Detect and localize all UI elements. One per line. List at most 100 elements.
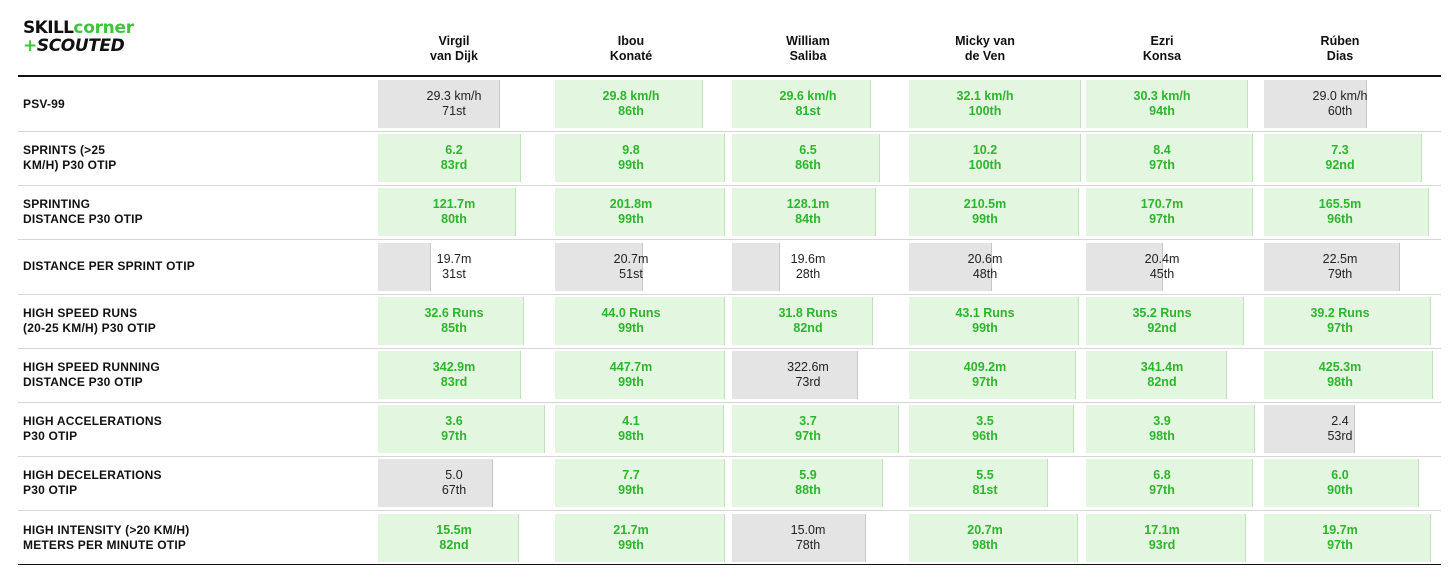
metric-value: 15.0m	[790, 522, 826, 537]
percentile-rank: 99th	[618, 537, 644, 552]
percentile-bar	[378, 296, 525, 345]
metric-cell: 3.5 96th	[909, 405, 1081, 454]
percentile-rank: 97th	[972, 375, 998, 389]
metric-value: 3.5	[976, 414, 994, 429]
metric-cell-text: 32.1 km/h 100th	[909, 80, 1061, 128]
percentile-rank: 28th	[795, 266, 821, 281]
metric-value: 447.7m	[609, 360, 653, 374]
player-first-name: Rúben	[1320, 34, 1360, 48]
metric-cell: 30.3 km/h 94th	[1086, 80, 1258, 128]
percentile-rank: 88th	[795, 483, 821, 498]
metric-cell: 43.1 Runs 99th	[909, 296, 1081, 345]
metric-cell-text: 29.0 km/h 60th	[1264, 80, 1416, 128]
row-divider	[18, 185, 1441, 187]
metric-cell: 19.6m 28th	[732, 242, 904, 291]
percentile-rank: 71st	[442, 104, 466, 118]
metric-value: 19.7m	[1322, 522, 1358, 537]
metric-value: 3.9	[1153, 414, 1171, 429]
metric-cell-text: 128.1m 84th	[732, 188, 884, 236]
metric-cell: 165.5m 96th	[1264, 188, 1436, 237]
logo-corner-text: corner	[73, 18, 134, 38]
percentile-bar	[909, 405, 1075, 454]
percentile-bar	[1264, 405, 1356, 454]
metric-cell: 22.5m 79th	[1264, 242, 1436, 291]
metric-cell: 21.7m 99th	[555, 513, 727, 562]
percentile-bar	[1086, 296, 1245, 345]
percentile-bar	[378, 351, 521, 399]
metric-value: 342.9m	[432, 360, 476, 374]
percentile-rank: 67th	[441, 483, 467, 498]
percentile-bar	[909, 459, 1049, 508]
metric-cell-text: 8.4 97th	[1086, 134, 1238, 182]
metric-cell: 8.4 97th	[1086, 134, 1258, 183]
metric-cell: 31.8 Runs 82nd	[732, 296, 904, 345]
metric-cell: 29.8 km/h 86th	[555, 80, 727, 128]
metric-cell-text: 121.7m 80th	[378, 188, 530, 236]
percentile-bar	[732, 351, 858, 399]
percentile-rank: 84th	[795, 212, 821, 227]
percentile-rank: 60th	[1327, 104, 1353, 118]
percentile-bar	[909, 80, 1081, 128]
metric-cell-text: 3.9 98th	[1086, 405, 1238, 453]
percentile-rank: 85th	[441, 320, 467, 335]
percentile-bar	[1264, 513, 1431, 562]
metric-cell-text: 39.2 Runs 97th	[1264, 297, 1416, 345]
metric-cell-text: 7.3 92nd	[1264, 134, 1416, 182]
percentile-bar	[1264, 134, 1423, 183]
percentile-rank: 79th	[1327, 266, 1353, 281]
player-last-name: Konsa	[1142, 49, 1182, 63]
percentile-bar	[1086, 134, 1253, 183]
percentile-rank: 99th	[972, 320, 998, 335]
percentile-bar	[732, 405, 899, 454]
metric-cell: 29.0 km/h 60th	[1264, 80, 1436, 128]
metric-cell-text: 19.7m 31st	[378, 243, 530, 291]
percentile-rank: 97th	[1327, 320, 1353, 335]
percentile-bar	[732, 459, 884, 508]
metric-cell-text: 201.8m 99th	[555, 188, 707, 236]
percentile-rank: 97th	[1149, 483, 1175, 498]
metric-label: HIGH SPEED RUNNING DISTANCE P30 OTIP	[23, 351, 363, 399]
metric-cell-text: 15.0m 78th	[732, 514, 884, 562]
metric-value: 3.7	[799, 414, 817, 429]
metric-label: HIGH ACCELERATIONS P30 OTIP	[23, 405, 363, 453]
percentile-rank: 86th	[795, 158, 821, 173]
metric-label-text: PSV-99	[23, 96, 65, 111]
metric-value: 409.2m	[963, 360, 1007, 374]
percentile-bar	[909, 134, 1081, 183]
player-header-4: Micky van de Ven	[909, 34, 1061, 64]
percentile-bar	[555, 188, 726, 237]
percentile-rank: 93rd	[1148, 537, 1176, 552]
metric-cell-text: 409.2m 97th	[909, 351, 1061, 399]
metric-cell-text: 447.7m 99th	[555, 351, 707, 399]
metric-cell: 341.4m 82nd	[1086, 351, 1258, 399]
metric-cell: 35.2 Runs 92nd	[1086, 296, 1258, 345]
metric-cell-text: 7.7 99th	[555, 459, 707, 507]
percentile-bar	[1086, 242, 1164, 291]
percentile-bar	[378, 134, 521, 183]
metric-cell-text: 20.6m 48th	[909, 243, 1061, 291]
metric-value: 170.7m	[1140, 197, 1184, 212]
row-divider	[18, 456, 1441, 458]
percentile-bar	[732, 242, 781, 291]
metric-cell-text: 22.5m 79th	[1264, 243, 1416, 291]
metric-cell: 29.3 km/h 71st	[378, 80, 550, 128]
metric-label-text: HIGH INTENSITY (>20 KM/H) METERS PER MIN…	[23, 522, 190, 552]
logo-plus-sign: +	[23, 36, 37, 56]
player-last-name: Konaté	[609, 49, 653, 63]
metric-cell-text: 3.6 97th	[378, 405, 530, 453]
metric-label-text: HIGH ACCELERATIONS P30 OTIP	[23, 414, 162, 444]
metric-value: 322.6m	[787, 360, 829, 374]
percentile-bar	[1086, 351, 1228, 399]
metric-cell-text: 19.7m 97th	[1264, 514, 1416, 562]
metric-cell-text: 5.0 67th	[378, 459, 530, 507]
metric-cell: 5.9 88th	[732, 459, 904, 508]
percentile-rank: 48th	[972, 266, 998, 281]
metric-value: 128.1m	[786, 197, 830, 212]
row-divider	[18, 293, 1441, 295]
metric-cell: 17.1m 93rd	[1086, 513, 1258, 562]
percentile-rank: 83rd	[440, 375, 468, 389]
metric-cell: 20.6m 48th	[909, 242, 1081, 291]
metric-value: 29.6 km/h	[779, 89, 837, 103]
metric-cell: 5.5 81st	[909, 459, 1081, 508]
skillcorner-scouted-logo: SKILLcorner +SCOUTED	[23, 20, 134, 55]
